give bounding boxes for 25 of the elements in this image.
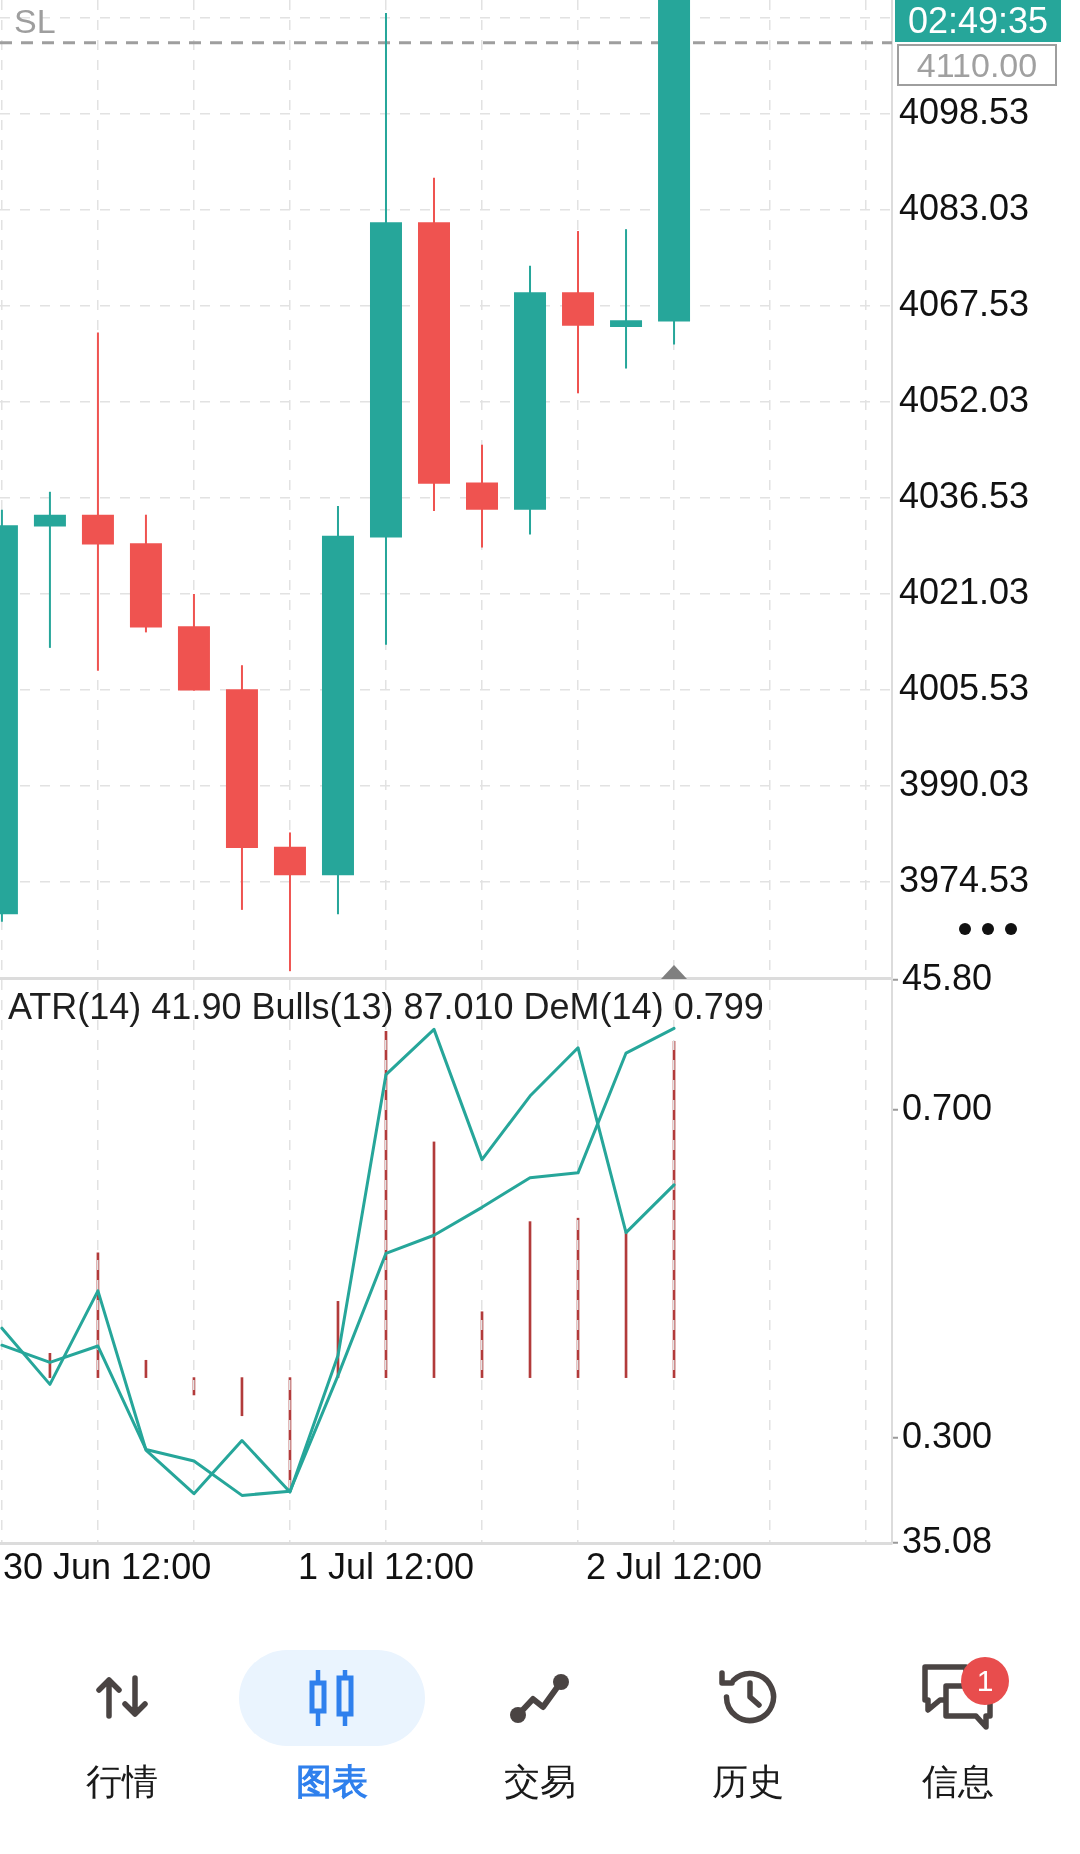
y-tick-label: 4036.53 xyxy=(899,474,1030,516)
text: 交易 xyxy=(503,1760,577,1804)
y-tick-label: 3974.53 xyxy=(899,858,1030,900)
y2-tick-label: 0.300 xyxy=(902,1414,993,1456)
text: 信息 xyxy=(921,1760,995,1804)
y-tick-label: 4005.53 xyxy=(899,666,1030,708)
ref-line-label: SL xyxy=(14,1,56,40)
y-tick-label: 4083.03 xyxy=(899,186,1030,228)
y-tick-label: 4021.03 xyxy=(899,570,1030,612)
text: 行情 xyxy=(85,1760,159,1804)
y-tick-label: 45.80 xyxy=(902,956,993,998)
y-tick-label: 4052.03 xyxy=(899,378,1030,420)
x-tick-label: 2 Jul 12:00 xyxy=(585,1545,763,1587)
chart-title: ATR(14) 41.90 Bulls(13) 87.010 DeM(14) 0.799 xyxy=(8,986,764,1027)
text: 图表 xyxy=(295,1760,369,1804)
text: 历史 xyxy=(711,1760,785,1804)
candlestick xyxy=(33,491,66,648)
x-tick-label: 1 Jul 12:00 xyxy=(297,1545,475,1587)
candlestick xyxy=(610,229,643,369)
x-tick-label: 30 Jun 12:00 xyxy=(3,1545,212,1587)
y-tick-label: 4067.53 xyxy=(899,282,1030,324)
y2-tick-label: 0.700 xyxy=(902,1086,993,1128)
y-tick-label: 3990.03 xyxy=(899,762,1030,804)
y-tick-label: 35.08 xyxy=(902,1519,993,1561)
y-tick-label: 4098.53 xyxy=(899,90,1030,132)
